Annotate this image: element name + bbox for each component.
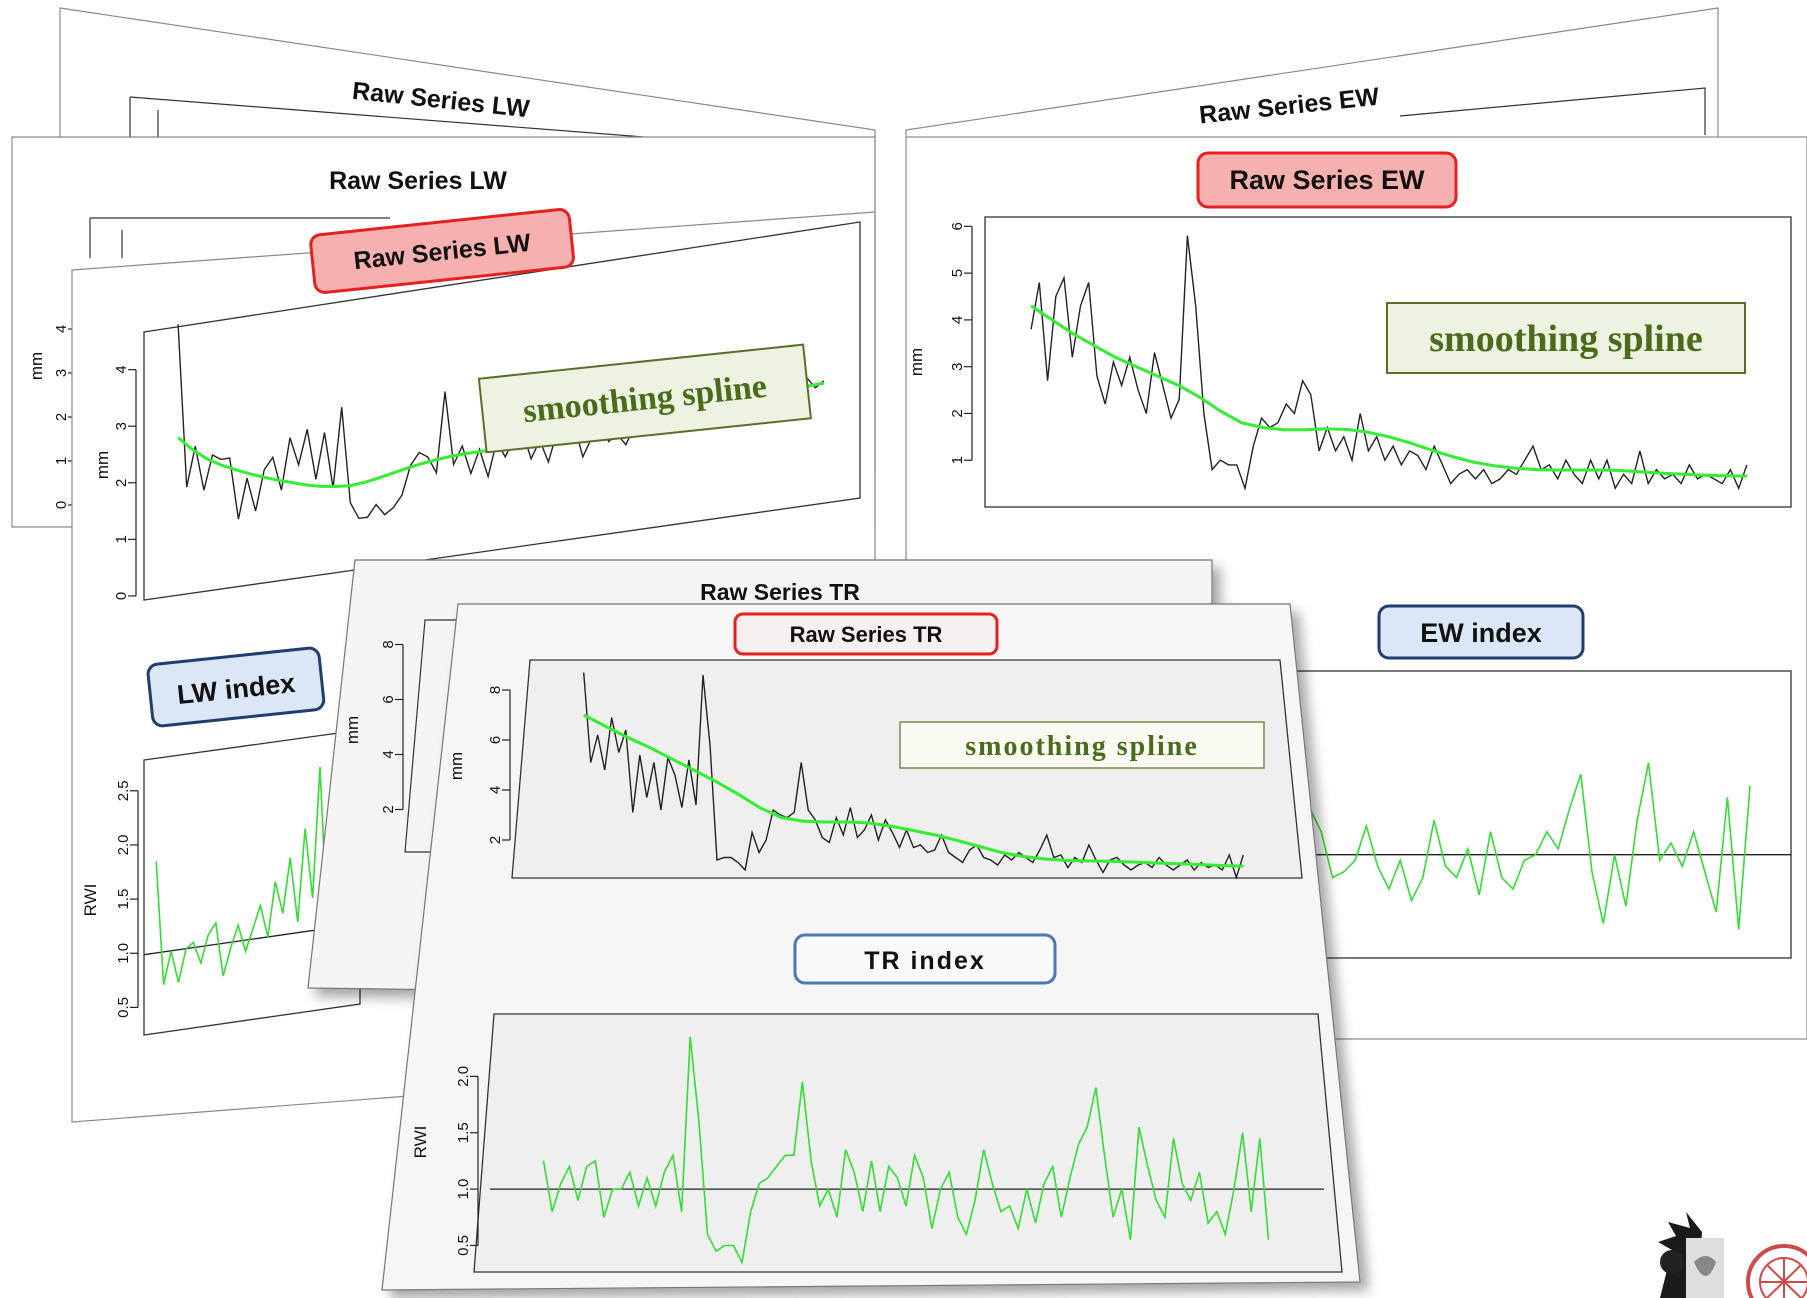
ew-raw-y-label: mm <box>907 348 926 376</box>
ew-index-badge: EW index <box>1377 604 1585 660</box>
lw-index-y-tick-label: 2.5 <box>115 780 132 801</box>
lw-raw-y-tick-label: 1 <box>113 535 130 543</box>
tr-index-plot-frame <box>473 1013 1343 1273</box>
tr-index-y-axis: 0.5 1.0 1.5 2.0 <box>455 1066 479 1256</box>
lw-index-y-label: RWI <box>81 884 100 917</box>
lw-middle-y-tick-label: 1 <box>53 457 70 465</box>
ew-raw-plot-frame <box>984 216 1792 508</box>
tr-index-badge-label: TR index <box>864 947 986 975</box>
ew-raw-badge-label: Raw Series EW <box>1229 165 1425 195</box>
tr-index-y-label: RWI <box>411 1126 430 1159</box>
tr-index-y-tick-label: 1.5 <box>455 1122 472 1143</box>
lw-middle-y-label: mm <box>27 352 46 380</box>
heraldic-logo-icon <box>1686 1238 1724 1298</box>
tr-raw-y-tick-label: 6 <box>487 736 504 744</box>
ew-raw-y-tick-label: 2 <box>949 409 966 417</box>
lw-raw-y-label: mm <box>93 451 112 479</box>
tr-back-y-tick-label: 2 <box>380 805 397 813</box>
tr-index-y-tick-label: 0.5 <box>455 1235 472 1256</box>
ew-spline-annotation: smoothing spline <box>1386 302 1746 374</box>
tr-index-series-line <box>542 1036 1270 1265</box>
tr-front-sheet: 2 4 6 8 mm Raw Series TR smoothing spline T… <box>381 603 1361 1291</box>
tr-index-y-tick-label: 2.0 <box>455 1066 472 1087</box>
tr-spline-label: smoothing spline <box>965 731 1199 762</box>
ew-raw-y-tick-label: 3 <box>949 363 966 371</box>
lw-middle-y-tick-label: 0 <box>53 501 70 509</box>
tr-back-y-label: mm <box>343 716 362 744</box>
ew-raw-y-tick-label: 5 <box>949 269 966 277</box>
lw-spline-annotation: smoothing spline <box>477 343 812 454</box>
tr-raw-y-axis: 2 4 6 8 <box>487 686 511 844</box>
tr-back-y-tick-label: 4 <box>380 750 397 758</box>
ew-index-badge-label: EW index <box>1420 618 1542 648</box>
ew-raw-y-tick-label: 1 <box>949 456 966 464</box>
tr-raw-y-tick-label: 2 <box>487 836 504 844</box>
lw-middle-y-tick-label: 4 <box>53 325 70 333</box>
lw-middle-title: Raw Series LW <box>329 167 507 195</box>
lw-index-y-tick-label: 2.0 <box>115 835 132 856</box>
tr-spline-line <box>583 713 1244 868</box>
tr-raw-plot-frame <box>511 659 1303 879</box>
tr-raw-badge-label: Raw Series TR <box>790 622 943 647</box>
lw-middle-y-tick-label: 2 <box>53 413 70 421</box>
tr-raw-y-label: mm <box>447 752 466 780</box>
lw-index-y-tick-label: 1.0 <box>115 943 132 964</box>
tr-index-y-tick-label: 1.0 <box>455 1179 472 1200</box>
lw-index-badge: LW index <box>146 646 326 728</box>
ew-raw-y-tick-label: 4 <box>949 316 966 324</box>
lw-index-y-tick-label: 1.5 <box>115 889 132 910</box>
ew-raw-badge: Raw Series EW <box>1196 151 1458 209</box>
ew-spline-line <box>1030 304 1747 478</box>
tr-back-y-tick-label: 6 <box>380 695 397 703</box>
lw-middle-y-tick-label: 3 <box>53 369 70 377</box>
tr-raw-series-line <box>583 672 1244 880</box>
tr-back-title: Raw Series TR <box>700 579 860 605</box>
tr-back-y-tick-label: 8 <box>380 640 397 648</box>
ew-raw-y-axis: 1 2 3 4 5 6 <box>949 222 973 464</box>
tr-raw-y-tick-label: 8 <box>487 686 504 694</box>
tr-back-y-axis: 2 4 6 8 <box>380 640 404 814</box>
ew-back-sheet: Raw Series EW <box>905 7 1719 139</box>
lw-index-series-line <box>155 766 351 985</box>
tr-raw-y-tick-label: 4 <box>487 786 504 794</box>
tr-index-badge: TR index <box>793 933 1057 985</box>
lw-index-y-tick-label: 0.5 <box>115 997 132 1018</box>
lw-raw-badge: Raw Series LW <box>309 208 575 294</box>
lw-raw-y-axis: 0 1 2 3 4 <box>113 365 137 600</box>
tr-raw-badge: Raw Series TR <box>733 612 999 656</box>
ew-raw-y-tick-label: 6 <box>949 222 966 230</box>
lw-raw-y-tick-label: 0 <box>113 592 130 600</box>
ew-raw-series-line <box>1030 235 1748 491</box>
lw-raw-y-tick-label: 2 <box>113 479 130 487</box>
lw-raw-y-tick-label: 3 <box>113 422 130 430</box>
ew-spline-label: smoothing spline <box>1429 318 1702 360</box>
lw-index-plot-frame <box>143 729 361 1036</box>
lw-raw-y-tick-label: 4 <box>113 365 130 373</box>
lw-raw-plot-frame <box>143 221 861 601</box>
institution-logos <box>1658 1212 1807 1298</box>
tr-spline-annotation: smoothing spline <box>899 721 1265 769</box>
lw-index-y-axis: 0.5 1.0 1.5 2.0 2.5 <box>115 780 139 1018</box>
university-seal-icon <box>1746 1244 1807 1298</box>
